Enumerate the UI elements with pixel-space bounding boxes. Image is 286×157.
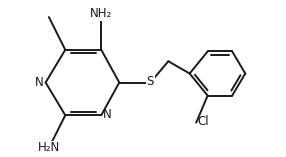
Text: N: N <box>103 108 112 121</box>
Text: N: N <box>35 76 44 89</box>
Text: NH₂: NH₂ <box>90 7 112 20</box>
Text: S: S <box>147 75 154 88</box>
Text: H₂N: H₂N <box>38 141 60 154</box>
Text: Cl: Cl <box>198 115 209 128</box>
